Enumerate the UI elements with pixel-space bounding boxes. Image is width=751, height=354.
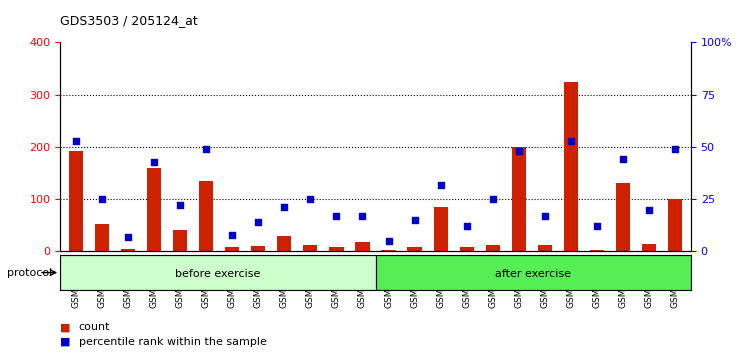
Point: [304, 196, 316, 202]
Point: [70, 138, 82, 143]
Bar: [68, 151, 83, 251]
Bar: [199, 181, 213, 251]
Text: ■: ■: [60, 322, 71, 332]
Point: [382, 238, 394, 244]
Bar: [616, 183, 630, 251]
Point: [226, 232, 238, 238]
Bar: [251, 246, 265, 251]
Bar: [642, 244, 656, 251]
Text: count: count: [79, 322, 110, 332]
Bar: [590, 250, 605, 251]
Text: after exercise: after exercise: [495, 269, 572, 279]
Point: [591, 223, 603, 229]
Text: percentile rank within the sample: percentile rank within the sample: [79, 337, 267, 347]
Point: [669, 146, 681, 152]
Point: [200, 146, 212, 152]
Bar: [408, 247, 422, 251]
Bar: [329, 247, 343, 251]
Bar: [225, 247, 240, 251]
Point: [357, 213, 369, 219]
Bar: [95, 224, 109, 251]
Point: [643, 207, 655, 212]
Bar: [355, 242, 369, 251]
Bar: [60, 255, 376, 290]
Text: protocol: protocol: [8, 268, 53, 278]
Point: [435, 182, 447, 187]
Bar: [376, 255, 691, 290]
Point: [409, 217, 421, 223]
Point: [617, 156, 629, 162]
Bar: [277, 236, 291, 251]
Bar: [433, 207, 448, 251]
Point: [279, 205, 291, 210]
Bar: [538, 245, 552, 251]
Bar: [511, 147, 526, 251]
Point: [252, 219, 264, 225]
Point: [96, 196, 108, 202]
Point: [122, 234, 134, 240]
Bar: [382, 250, 396, 251]
Bar: [303, 245, 318, 251]
Point: [330, 213, 342, 219]
Bar: [121, 249, 135, 251]
Point: [148, 159, 160, 164]
Text: before exercise: before exercise: [175, 269, 261, 279]
Bar: [460, 247, 474, 251]
Point: [174, 202, 186, 208]
Text: ■: ■: [60, 337, 71, 347]
Bar: [668, 199, 683, 251]
Bar: [564, 82, 578, 251]
Bar: [146, 168, 161, 251]
Bar: [173, 230, 187, 251]
Point: [460, 223, 472, 229]
Bar: [486, 245, 500, 251]
Text: GDS3503 / 205124_at: GDS3503 / 205124_at: [60, 14, 198, 27]
Point: [513, 148, 525, 154]
Point: [565, 138, 577, 143]
Point: [487, 196, 499, 202]
Point: [539, 213, 551, 219]
